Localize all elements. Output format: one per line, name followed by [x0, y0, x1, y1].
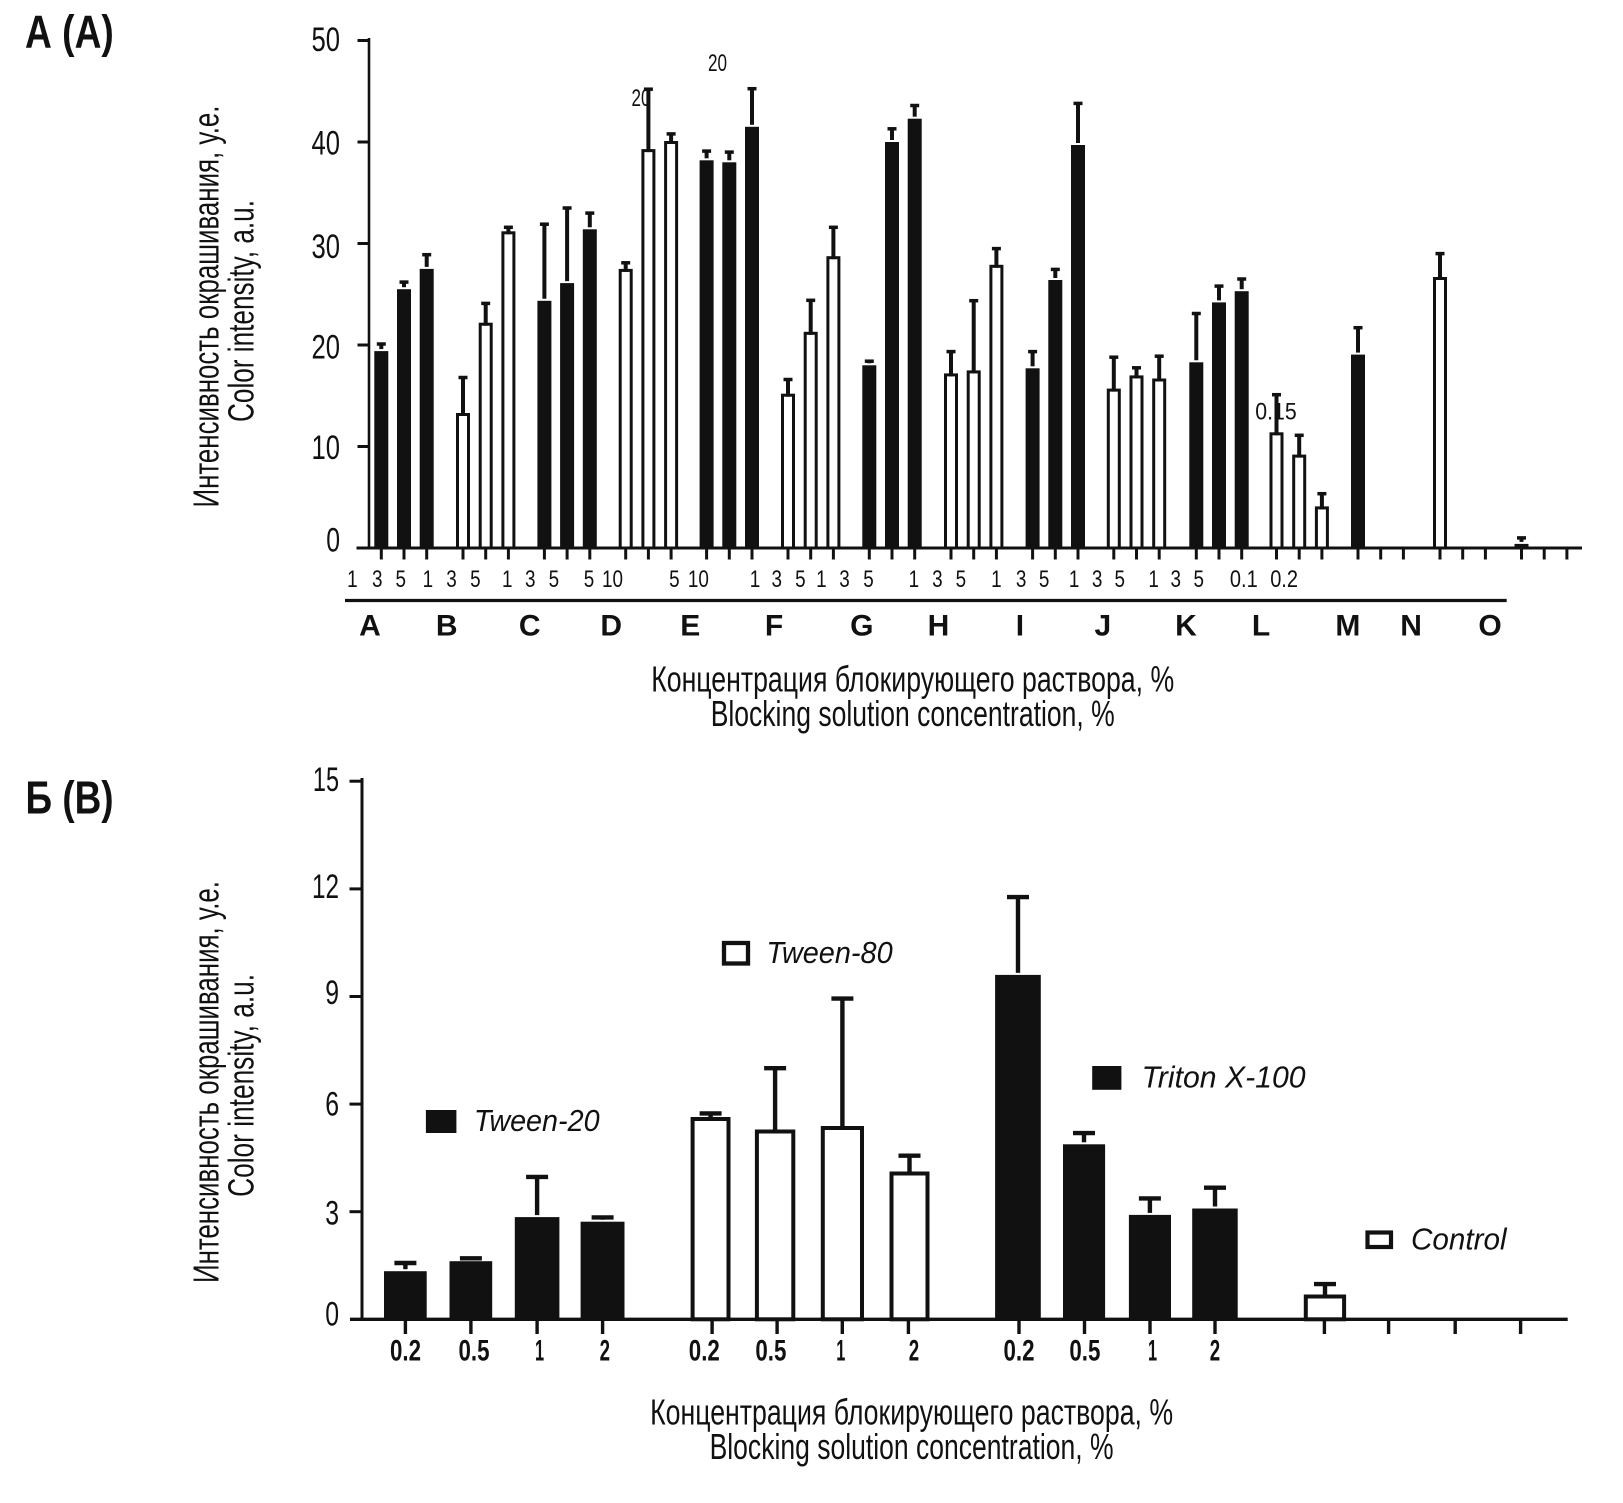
svg-text:K: K: [1175, 610, 1197, 643]
svg-text:Б (В): Б (В): [26, 772, 114, 824]
svg-text:1: 1: [423, 566, 434, 593]
svg-text:1: 1: [836, 1335, 845, 1368]
svg-text:20: 20: [632, 85, 651, 112]
svg-text:M: M: [1335, 610, 1360, 643]
svg-text:5: 5: [395, 566, 406, 593]
svg-text:2: 2: [1210, 1335, 1220, 1368]
svg-text:Control: Control: [1411, 1222, 1508, 1257]
svg-text:5: 5: [470, 566, 481, 593]
svg-text:0.2: 0.2: [689, 1335, 720, 1368]
svg-text:B: B: [436, 610, 458, 643]
svg-text:5: 5: [1115, 566, 1126, 593]
svg-text:5: 5: [1039, 566, 1050, 593]
svg-text:5: 5: [863, 566, 874, 593]
svg-text:20: 20: [312, 329, 341, 367]
svg-text:3: 3: [1171, 566, 1182, 593]
svg-text:0.15: 0.15: [1255, 399, 1296, 426]
svg-text:0: 0: [326, 522, 340, 560]
svg-text:5: 5: [956, 566, 967, 593]
svg-text:3: 3: [525, 566, 536, 593]
svg-text:30: 30: [312, 228, 341, 266]
svg-text:1: 1: [750, 566, 761, 593]
svg-text:E: E: [680, 610, 700, 643]
svg-text:1: 1: [816, 566, 827, 593]
svg-text:40: 40: [312, 124, 341, 162]
svg-text:1: 1: [1069, 566, 1080, 593]
svg-text:G: G: [850, 610, 873, 643]
svg-text:15: 15: [313, 761, 339, 799]
svg-text:9: 9: [325, 974, 339, 1012]
svg-text:10: 10: [688, 566, 709, 593]
svg-text:Blocking solution concentratio: Blocking solution concentration, %: [711, 693, 1115, 734]
svg-text:3: 3: [325, 1195, 339, 1233]
svg-text:O: O: [1478, 610, 1501, 643]
svg-text:D: D: [600, 610, 622, 643]
svg-text:10: 10: [312, 429, 341, 467]
svg-text:20: 20: [708, 50, 727, 77]
svg-text:5: 5: [584, 566, 595, 593]
svg-text:1: 1: [909, 566, 920, 593]
svg-text:J: J: [1095, 610, 1112, 643]
svg-text:3: 3: [446, 566, 457, 593]
svg-text:50: 50: [312, 21, 341, 59]
svg-text:L: L: [1252, 610, 1270, 643]
svg-text:0.5: 0.5: [459, 1335, 490, 1368]
svg-text:Интенсивность окрашивания, у.е: Интенсивность окрашивания, у.е.: [186, 881, 227, 1283]
svg-text:1: 1: [502, 566, 513, 593]
svg-text:5: 5: [549, 566, 560, 593]
svg-text:5: 5: [795, 566, 806, 593]
svg-text:1: 1: [991, 566, 1002, 593]
svg-text:3: 3: [1092, 566, 1103, 593]
svg-text:0.2: 0.2: [390, 1335, 421, 1368]
svg-text:F: F: [765, 610, 783, 643]
svg-text:H: H: [928, 610, 950, 643]
svg-text:0.2: 0.2: [1270, 566, 1298, 593]
svg-text:1: 1: [347, 566, 358, 593]
svg-text:A: A: [359, 610, 381, 643]
svg-text:Интенсивность окрашивания, у.е: Интенсивность окрашивания, у.е.: [186, 106, 227, 508]
svg-text:0.2: 0.2: [1004, 1335, 1035, 1368]
svg-text:3: 3: [772, 566, 783, 593]
svg-text:5: 5: [1194, 566, 1205, 593]
svg-text:Концентрация блокирующего раст: Концентрация блокирующего раствора, %: [651, 659, 1174, 700]
svg-text:Tween-80: Tween-80: [766, 935, 892, 970]
svg-text:2: 2: [600, 1335, 610, 1368]
svg-text:Blocking solution concentratio: Blocking solution concentration, %: [710, 1426, 1114, 1467]
svg-text:А (А): А (А): [25, 6, 114, 58]
svg-text:I: I: [1016, 610, 1024, 643]
svg-text:C: C: [519, 610, 541, 643]
svg-text:1: 1: [1148, 1335, 1157, 1368]
svg-text:N: N: [1400, 610, 1422, 643]
svg-text:3: 3: [839, 566, 850, 593]
svg-text:3: 3: [932, 566, 943, 593]
svg-text:6: 6: [325, 1086, 339, 1124]
svg-text:Color intensity, a.u.: Color intensity, a.u.: [221, 974, 262, 1197]
svg-text:3: 3: [1016, 566, 1027, 593]
svg-text:Концентрация блокирующего раст: Концентрация блокирующего раствора, %: [650, 1391, 1173, 1432]
svg-text:12: 12: [312, 868, 339, 906]
svg-text:10: 10: [602, 566, 623, 593]
svg-text:0.5: 0.5: [755, 1335, 786, 1368]
svg-text:0.1: 0.1: [1230, 566, 1258, 593]
svg-text:2: 2: [909, 1335, 919, 1368]
svg-text:Triton X-100: Triton X-100: [1142, 1060, 1306, 1095]
svg-text:3: 3: [372, 566, 383, 593]
svg-text:0.5: 0.5: [1069, 1335, 1100, 1368]
svg-text:5: 5: [669, 566, 680, 593]
svg-text:0: 0: [325, 1296, 339, 1334]
svg-text:1: 1: [1148, 566, 1159, 593]
svg-text:1: 1: [535, 1335, 544, 1368]
svg-text:Color intensity, a.u.: Color intensity, a.u.: [221, 200, 262, 422]
svg-text:Tween-20: Tween-20: [474, 1103, 600, 1138]
